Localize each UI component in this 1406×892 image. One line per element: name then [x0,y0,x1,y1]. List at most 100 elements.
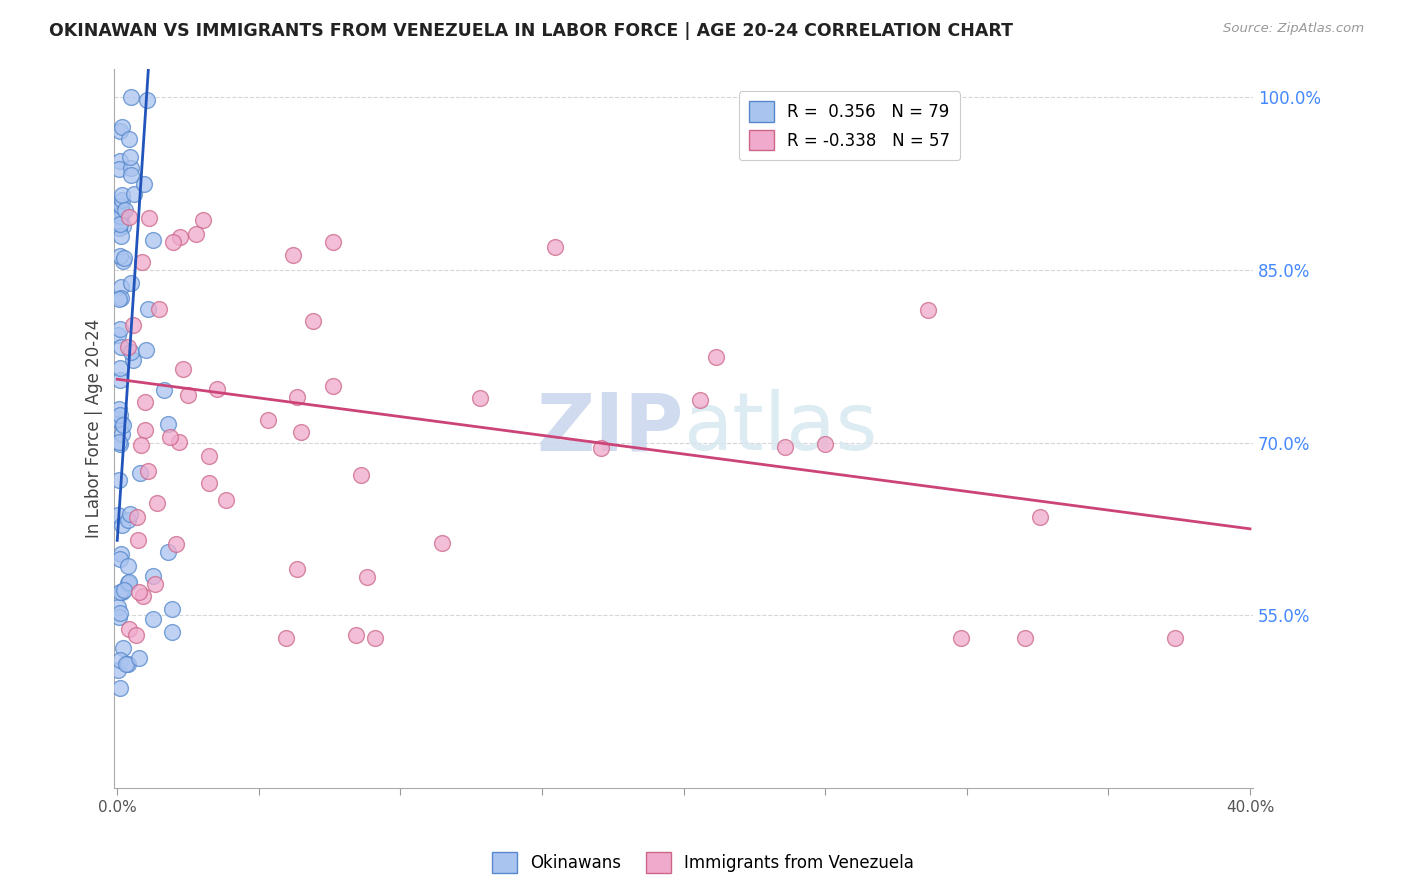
Text: Source: ZipAtlas.com: Source: ZipAtlas.com [1223,22,1364,36]
Point [131,438,153,452]
Point [125,509,148,524]
Point [108,218,131,232]
Point [143,577,166,591]
Point [114,203,136,218]
Point [118,132,141,146]
Point [257,413,280,427]
Point [156,417,179,432]
Point [184,227,207,241]
Point [110,154,132,169]
Point [111,584,134,599]
Point [111,427,134,442]
Point [111,204,134,219]
Point [122,187,145,202]
Y-axis label: In Labor Force | Age 20-24: In Labor Force | Age 20-24 [86,318,103,538]
Point [356,570,378,584]
Point [112,583,135,598]
Point [111,219,134,233]
Point [111,253,134,268]
Point [110,229,132,244]
Point [110,361,132,376]
Point [108,607,131,621]
Point [1163,631,1185,645]
Point [142,612,165,626]
Point [108,402,131,417]
Point [117,339,139,353]
Point [134,423,156,437]
Point [111,517,134,532]
Point [198,449,221,463]
Point [302,314,325,328]
Point [120,345,142,359]
Point [198,475,221,490]
Point [110,249,132,263]
Point [136,302,159,317]
Point [285,390,308,404]
Point [364,631,387,645]
Point [110,547,132,561]
Point [274,631,297,645]
Point [108,552,131,566]
Text: ZIP: ZIP [536,389,683,467]
Point [112,251,135,265]
Point [290,425,312,439]
Point [110,373,132,387]
Point [135,343,157,357]
Point [172,361,194,376]
Point [110,280,132,294]
Point [350,468,373,483]
Point [127,533,149,547]
Legend: R =  0.356   N = 79, R = -0.338   N = 57: R = 0.356 N = 79, R = -0.338 N = 57 [738,91,960,161]
Point [120,150,142,164]
Point [322,235,344,249]
Point [108,584,131,599]
Point [156,544,179,558]
Point [136,464,159,478]
Point [108,653,131,667]
Point [117,513,139,527]
Point [108,322,131,336]
Point [111,418,134,433]
Point [108,221,131,235]
Point [118,622,141,636]
Point [162,602,184,616]
Point [110,416,132,430]
Point [111,120,134,135]
Point [117,657,139,672]
Point [120,161,142,175]
Point [152,383,174,397]
Point [165,537,187,551]
Point [285,561,308,575]
Point [160,624,183,639]
Point [215,493,238,508]
Point [159,430,181,444]
Point [125,628,148,642]
Point [107,599,129,614]
Point [689,392,711,407]
Point [118,575,141,590]
Point [108,437,131,451]
Point [134,395,156,409]
Text: atlas: atlas [683,389,877,467]
Point [110,199,132,213]
Point [108,609,131,624]
Point [128,584,150,599]
Point [108,473,131,487]
Point [207,382,229,396]
Point [108,209,131,223]
Point [1029,509,1052,524]
Point [432,536,454,550]
Point [118,507,141,521]
Point [132,177,155,191]
Point [1014,631,1036,645]
Point [193,213,215,227]
Point [148,301,170,316]
Point [128,650,150,665]
Point [136,94,159,108]
Point [117,576,139,591]
Point [146,496,169,510]
Point [128,466,150,480]
Point [110,408,132,422]
Point [322,378,344,392]
Point [589,441,612,455]
